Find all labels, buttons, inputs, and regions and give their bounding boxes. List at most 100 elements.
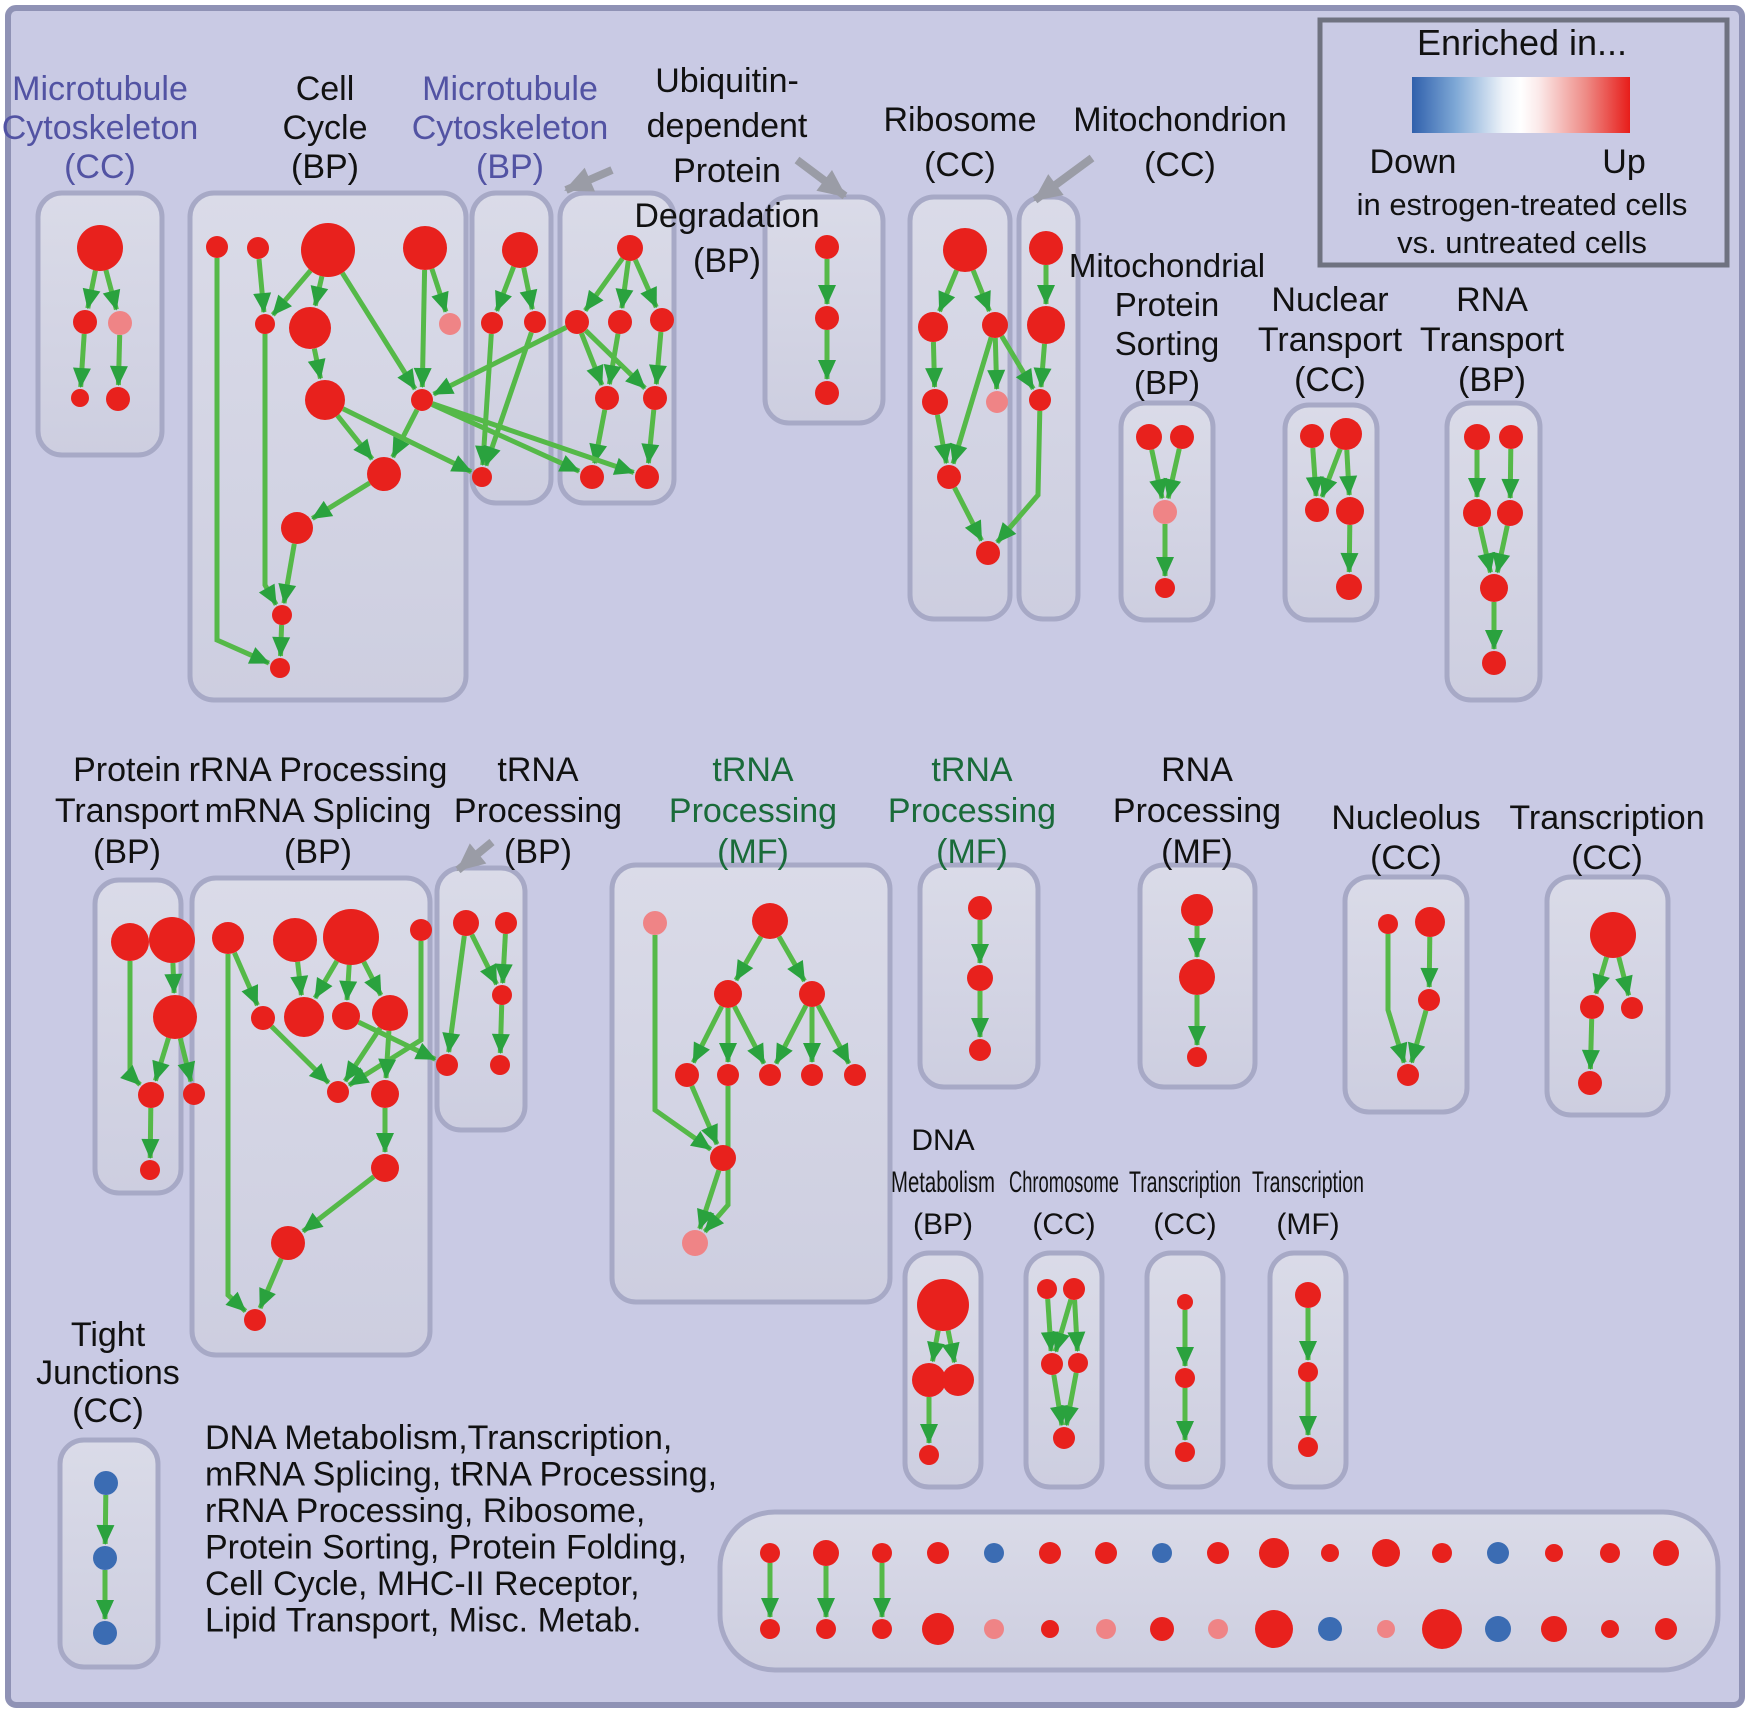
graph-node-rrna bbox=[271, 1226, 305, 1260]
graph-cross-edge bbox=[341, 406, 473, 474]
graph-node-ubiq bbox=[608, 310, 632, 334]
graph-node-ubiq bbox=[617, 235, 643, 261]
graph-node-matrix bbox=[1041, 1620, 1059, 1638]
graph-edge-proteint bbox=[152, 1037, 171, 1082]
graph-node-matrix bbox=[872, 1619, 892, 1639]
graph-edge-mtcc bbox=[109, 334, 128, 386]
graph-edge-transccm bbox=[1592, 956, 1610, 995]
graph-node-trnamf bbox=[710, 1145, 736, 1171]
cluster-box-matrix bbox=[717, 1509, 1721, 1673]
legend-up-label: Up bbox=[1602, 143, 1645, 181]
label-rrna-processing-mrna-splicing-bp-line: (BP) bbox=[284, 833, 352, 871]
graph-node-tightj bbox=[93, 1546, 117, 1570]
label-cluster-list-note-line: Protein Sorting, Protein Folding, bbox=[205, 1529, 687, 1567]
label-trna-processing-mf-2-line: tRNA bbox=[931, 751, 1013, 789]
cluster-box-nucleolus bbox=[1342, 874, 1470, 1115]
label-protein-transport-bp-line: (BP) bbox=[93, 833, 161, 871]
graph-edge-rrna bbox=[312, 959, 339, 1000]
label-trna-processing-bp-line: (BP) bbox=[504, 833, 572, 871]
graph-node-matrix bbox=[1152, 1543, 1172, 1563]
label-rna-transport-bp-line: Transport bbox=[1420, 321, 1565, 359]
graph-cross-edge bbox=[430, 402, 581, 474]
graph-edge-nucleolus bbox=[1420, 936, 1439, 988]
graph-edge-cellcycle bbox=[307, 348, 326, 380]
graph-node-cellcycle bbox=[247, 237, 269, 259]
graph-node-rnat bbox=[1497, 500, 1523, 526]
graph-edge-rrna bbox=[347, 941, 424, 1088]
label-tight-junctions-cc-line: Junctions bbox=[36, 1354, 180, 1392]
label-protein-transport-bp-line: Transport bbox=[55, 792, 200, 830]
graph-node-chromosome bbox=[1068, 1353, 1088, 1373]
graph-edge-cellcycle bbox=[310, 480, 371, 521]
label-nucleolus-cc-line: Nucleolus bbox=[1331, 799, 1480, 837]
graph-node-ubiq bbox=[635, 465, 659, 489]
label-transcription-mf-line: (MF) bbox=[1276, 1208, 1339, 1241]
label-nuclear-transport-cc-line: (CC) bbox=[1294, 361, 1366, 399]
graph-node-ribosome bbox=[982, 312, 1008, 338]
label-rna-transport-bp-line: RNA bbox=[1456, 281, 1528, 319]
graph-edge-rnat bbox=[1501, 448, 1520, 499]
graph-edge-mtbp bbox=[494, 265, 516, 312]
graph-node-trnamf bbox=[801, 1064, 823, 1086]
graph-edge-mtbp bbox=[519, 267, 538, 311]
graph-node-dnametab bbox=[912, 1363, 946, 1397]
label-microtubule-cytoskeleton-bp-line: Microtubule bbox=[422, 70, 598, 108]
graph-edge-ubiq bbox=[615, 260, 634, 310]
graph-edge-ubiq bbox=[589, 409, 608, 465]
label-ubiquitin-dependent-protein-degradation-bp-line: Protein bbox=[673, 152, 781, 190]
graph-node-ubiq bbox=[650, 308, 674, 332]
graph-edge-mitosort bbox=[1149, 449, 1167, 500]
graph-edge-tightj bbox=[96, 1494, 115, 1545]
label-pointer-arrow bbox=[564, 166, 614, 194]
graph-edge-mito bbox=[1033, 343, 1052, 388]
graph-node-rnaproc bbox=[1187, 1047, 1207, 1067]
graph-node-ribosome bbox=[922, 389, 948, 415]
graph-node-ubiq bbox=[580, 465, 604, 489]
graph-edge-trnamf bbox=[773, 1004, 809, 1065]
graph-node-rrna bbox=[372, 995, 408, 1031]
graph-edge-ubiq bbox=[633, 258, 659, 309]
graph-edge-trnamf bbox=[815, 1004, 852, 1065]
graph-edge-rrna bbox=[361, 960, 384, 997]
graph-node-mito bbox=[1029, 389, 1051, 411]
graph-node-matrix bbox=[984, 1543, 1004, 1563]
graph-edge-rrna bbox=[225, 954, 248, 1314]
graph-cross-edge bbox=[999, 334, 1036, 391]
graph-node-matrix bbox=[927, 1542, 949, 1564]
graph-node-chromosome bbox=[1041, 1353, 1063, 1375]
graph-edge-ribosome bbox=[934, 414, 952, 465]
graph-edge-chromosome bbox=[1049, 1374, 1068, 1427]
label-nucleolus-cc-line: (CC) bbox=[1370, 839, 1442, 877]
graph-edge-ribosome bbox=[987, 337, 1006, 390]
graph-cross-edge bbox=[357, 1019, 437, 1062]
label-trna-processing-mf-2-line: Processing bbox=[888, 792, 1056, 830]
cluster-box-transccm bbox=[1544, 874, 1671, 1118]
graph-node-trnabp bbox=[495, 912, 517, 934]
graph-node-matrix bbox=[922, 1613, 954, 1645]
graph-edge-nuclear bbox=[1319, 448, 1343, 498]
graph-edge-rrna bbox=[290, 961, 309, 997]
label-cell-cycle-bp-line: Cell bbox=[296, 70, 355, 108]
graph-node-matrix bbox=[1259, 1538, 1289, 1568]
graph-edge-cellcycle bbox=[272, 624, 291, 657]
graph-node-chromosome bbox=[1037, 1279, 1057, 1299]
graph-node-proteint bbox=[138, 1082, 164, 1108]
graph-node-matrix bbox=[1377, 1620, 1395, 1638]
graph-node-rrna bbox=[273, 918, 317, 962]
graph-node-mitosort bbox=[1153, 500, 1177, 524]
graph-edge-nuclear bbox=[1339, 449, 1358, 496]
graph-node-dnametab bbox=[919, 1445, 939, 1465]
graph-edge-chromosome bbox=[1052, 1298, 1074, 1353]
graph-edge-cellcycle bbox=[429, 268, 449, 313]
label-cluster-list-note-line: mRNA Splicing, tRNA Processing, bbox=[205, 1456, 717, 1494]
label-mitochondrial-protein-sorting-bp-line: Protein bbox=[1115, 286, 1220, 323]
graph-edge-trnamf bbox=[702, 1086, 731, 1234]
label-protein-transport-bp-line: Protein bbox=[73, 751, 181, 789]
graph-edge-trnamf bbox=[697, 1169, 722, 1230]
graph-edge-dnametab bbox=[927, 1330, 945, 1363]
graph-node-tightj bbox=[93, 1621, 117, 1645]
label-rna-processing-mf-line: Processing bbox=[1113, 792, 1281, 830]
graph-node-trnabp bbox=[453, 910, 479, 936]
graph-node-cellcycle bbox=[270, 658, 290, 678]
